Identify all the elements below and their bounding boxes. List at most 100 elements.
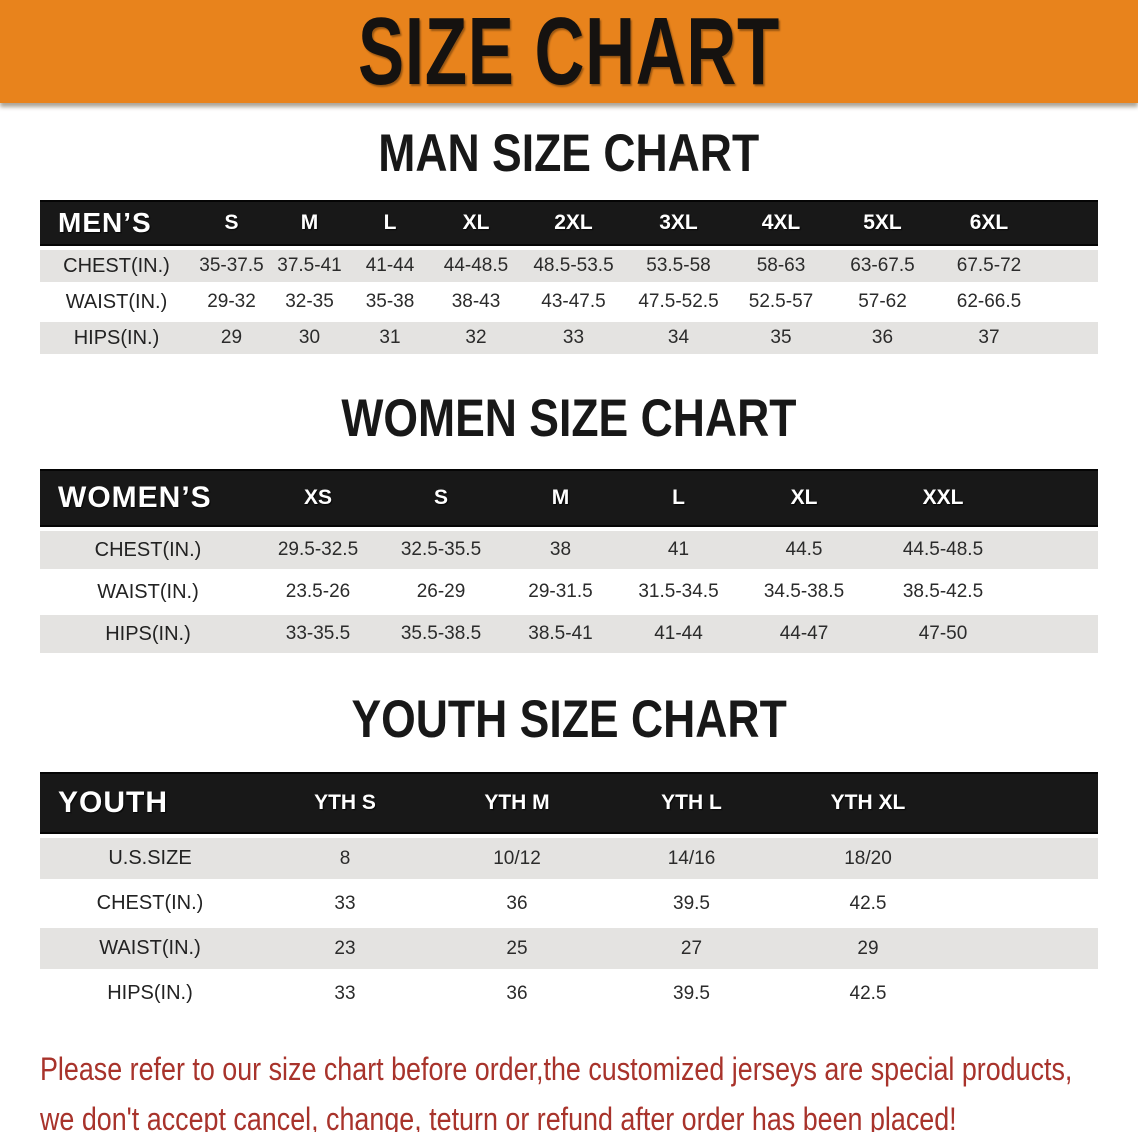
value-cell: 23.5-26 bbox=[285, 581, 351, 602]
value-cell: 43-47.5 bbox=[541, 291, 606, 312]
disclaimer: Please refer to our size chart before or… bbox=[40, 1044, 1138, 1132]
youth-table-corner-label: YOUTH bbox=[40, 772, 260, 834]
men-size-header: S bbox=[193, 200, 270, 246]
value-cell: 52.5-57 bbox=[748, 291, 814, 312]
value-cell: 41 bbox=[667, 539, 690, 560]
value-cell: 38-43 bbox=[451, 291, 501, 312]
value-cell: 35.5-38.5 bbox=[400, 623, 482, 644]
value-cell: 39.5 bbox=[673, 892, 710, 914]
row-label: HIPS(IN.) bbox=[107, 982, 193, 1004]
value-cell: 35-38 bbox=[365, 291, 415, 312]
size-chart-banner: SIZE CHART bbox=[0, 0, 1138, 103]
youth-size-header: YTH M bbox=[430, 772, 604, 834]
value-cell: 53.5-58 bbox=[646, 255, 711, 276]
men-size-header: 3XL bbox=[626, 200, 731, 246]
row-label: CHEST(IN.) bbox=[94, 538, 202, 561]
row-label: WAIST(IN.) bbox=[97, 580, 199, 603]
women-table-corner-label: WOMEN’S bbox=[40, 469, 256, 527]
row-label: WAIST(IN.) bbox=[65, 290, 168, 313]
value-cell: 44-47 bbox=[779, 623, 829, 644]
value-cell: 33-35.5 bbox=[285, 623, 351, 644]
value-cell: 29 bbox=[220, 327, 243, 348]
value-cell: 29-31.5 bbox=[528, 581, 593, 602]
value-cell: 38.5-41 bbox=[528, 623, 593, 644]
value-cell: 10/12 bbox=[493, 847, 541, 869]
men-table-header-row: MEN’S S M L XL 2XL 3XL 4XL 5XL 6XL bbox=[40, 200, 1098, 246]
value-cell: 57-62 bbox=[858, 291, 907, 312]
value-cell: 33 bbox=[562, 327, 585, 348]
women-size-header: XXL bbox=[870, 469, 1016, 527]
spacer-cell bbox=[957, 883, 1098, 924]
value-cell: 36 bbox=[871, 327, 894, 348]
value-cell: 39.5 bbox=[673, 982, 710, 1004]
value-cell: 48.5-53.5 bbox=[533, 255, 614, 276]
value-cell: 29-32 bbox=[207, 291, 256, 312]
women-section-heading-text: WOMEN SIZE CHART bbox=[341, 389, 797, 448]
value-cell: 29.5-32.5 bbox=[277, 539, 359, 560]
women-section-heading: WOMEN SIZE CHART bbox=[0, 392, 1138, 445]
spacer-cell bbox=[1016, 469, 1098, 527]
value-cell: 36 bbox=[506, 892, 528, 914]
value-cell: 31 bbox=[379, 327, 401, 348]
value-cell: 33 bbox=[334, 982, 356, 1004]
value-cell: 26-29 bbox=[416, 581, 466, 602]
women-size-header: XS bbox=[256, 469, 380, 527]
value-cell: 14/16 bbox=[667, 847, 716, 869]
spacer-cell bbox=[1044, 200, 1098, 246]
value-cell: 30 bbox=[298, 327, 321, 348]
youth-table-header-row: YOUTH YTH S YTH M YTH L YTH XL bbox=[40, 772, 1098, 834]
value-cell: 32.5-35.5 bbox=[400, 539, 482, 560]
spacer-cell bbox=[957, 772, 1098, 834]
value-cell: 41-44 bbox=[365, 255, 415, 276]
women-size-header: L bbox=[619, 469, 738, 527]
value-cell: 36 bbox=[506, 982, 528, 1004]
men-waist-row: WAIST(IN.) 29-32 32-35 35-38 38-43 43-47… bbox=[40, 286, 1098, 318]
value-cell: 58-63 bbox=[756, 255, 806, 276]
spacer-cell bbox=[1044, 250, 1098, 282]
row-label: CHEST(IN.) bbox=[63, 254, 170, 277]
value-cell: 44-48.5 bbox=[443, 255, 509, 276]
spacer-cell bbox=[957, 928, 1098, 969]
value-cell: 18/20 bbox=[844, 847, 892, 869]
youth-size-header: YTH XL bbox=[779, 772, 957, 834]
value-cell: 34 bbox=[667, 327, 690, 348]
value-cell: 31.5-34.5 bbox=[638, 581, 719, 602]
value-cell: 34.5-38.5 bbox=[763, 581, 845, 602]
youth-section-heading: YOUTH SIZE CHART bbox=[0, 693, 1138, 746]
row-label: WAIST(IN.) bbox=[99, 937, 201, 959]
men-section-heading: MAN SIZE CHART bbox=[0, 127, 1138, 180]
spacer-cell bbox=[957, 838, 1098, 879]
men-size-header: L bbox=[349, 200, 431, 246]
spacer-cell bbox=[1044, 322, 1098, 354]
value-cell: 29 bbox=[857, 937, 879, 959]
spacer-cell bbox=[1044, 286, 1098, 318]
value-cell: 44.5-48.5 bbox=[902, 539, 984, 560]
value-cell: 32 bbox=[465, 327, 487, 348]
men-size-table: MEN’S S M L XL 2XL 3XL 4XL 5XL 6XL CHEST… bbox=[40, 196, 1098, 358]
spacer-cell bbox=[1016, 531, 1098, 569]
value-cell: 8 bbox=[339, 847, 351, 869]
men-size-header: 5XL bbox=[831, 200, 934, 246]
women-size-header: M bbox=[502, 469, 619, 527]
women-size-header: XL bbox=[738, 469, 870, 527]
youth-size-table: YOUTH YTH S YTH M YTH L YTH XL U.S.SIZE … bbox=[40, 768, 1098, 1018]
row-label: HIPS(IN.) bbox=[73, 326, 160, 349]
spacer-cell bbox=[1016, 573, 1098, 611]
youth-hips-row: HIPS(IN.) 33 36 39.5 42.5 bbox=[40, 973, 1098, 1014]
youth-chest-row: CHEST(IN.) 33 36 39.5 42.5 bbox=[40, 883, 1098, 924]
men-size-header: 4XL bbox=[731, 200, 831, 246]
value-cell: 63-67.5 bbox=[850, 255, 915, 276]
men-size-header: 6XL bbox=[934, 200, 1044, 246]
row-label: HIPS(IN.) bbox=[105, 622, 191, 645]
men-table-corner-label: MEN’S bbox=[40, 200, 193, 246]
value-cell: 62-66.5 bbox=[956, 291, 1022, 312]
disclaimer-line-2: we don't accept cancel, change, teturn o… bbox=[40, 1101, 957, 1132]
youth-size-header: YTH L bbox=[604, 772, 779, 834]
disclaimer-line-1: Please refer to our size chart before or… bbox=[40, 1051, 1073, 1087]
value-cell: 32-35 bbox=[285, 291, 334, 312]
youth-size-header: YTH S bbox=[260, 772, 430, 834]
value-cell: 41-44 bbox=[654, 623, 703, 644]
value-cell: 27 bbox=[680, 937, 703, 959]
women-size-header: S bbox=[380, 469, 502, 527]
